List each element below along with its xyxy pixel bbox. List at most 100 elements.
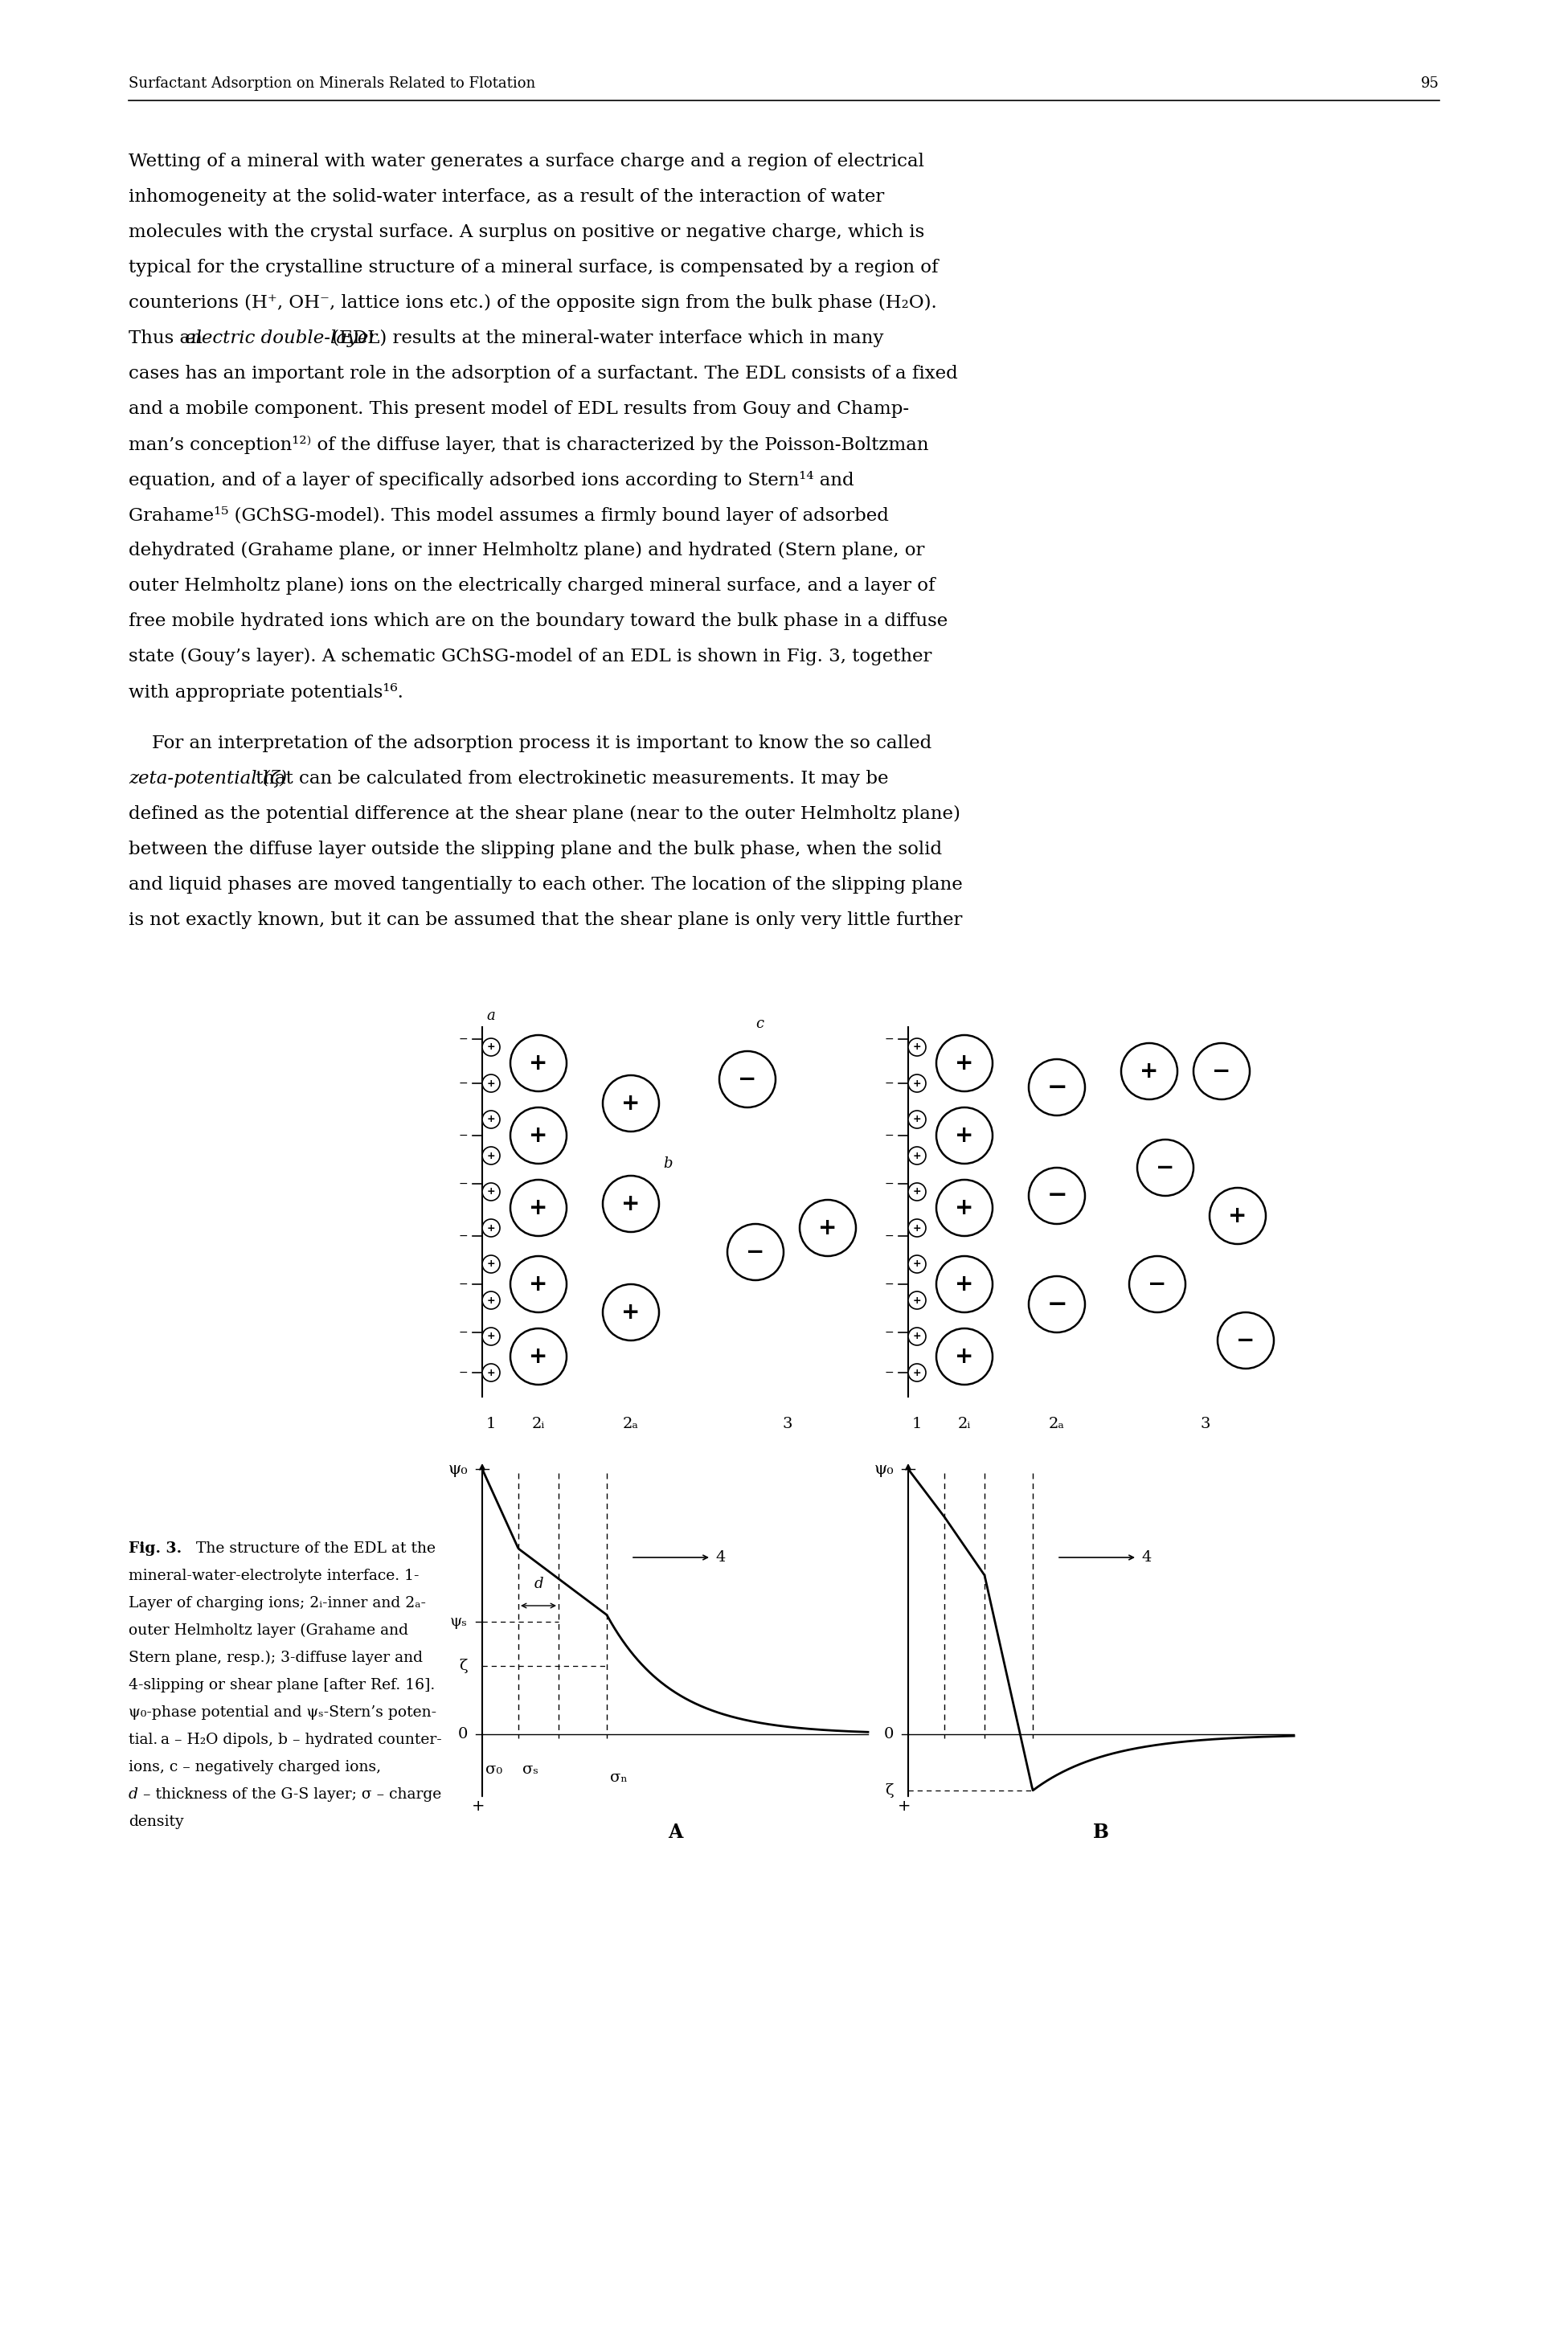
Circle shape: [602, 1285, 659, 1341]
Text: −: −: [1046, 1292, 1068, 1316]
Circle shape: [483, 1220, 500, 1236]
Circle shape: [1121, 1044, 1178, 1100]
Text: density: density: [129, 1814, 183, 1828]
Circle shape: [510, 1180, 566, 1236]
Text: Thus an: Thus an: [129, 330, 209, 346]
Text: +: +: [913, 1042, 922, 1053]
Text: ψ₀-phase potential and ψₛ-Stern’s poten-: ψ₀-phase potential and ψₛ-Stern’s poten-: [129, 1704, 436, 1721]
Text: For an interpretation of the adsorption process it is important to know the so c: For an interpretation of the adsorption …: [129, 735, 931, 751]
Text: The structure of the EDL at the: The structure of the EDL at the: [187, 1540, 436, 1557]
Text: that can be calculated from electrokinetic measurements. It may be: that can be calculated from electrokinet…: [251, 770, 889, 787]
Text: Wetting of a mineral with water generates a surface charge and a region of elect: Wetting of a mineral with water generate…: [129, 152, 924, 171]
Circle shape: [800, 1201, 856, 1257]
Circle shape: [908, 1147, 925, 1163]
Text: +: +: [955, 1124, 974, 1147]
Text: c: c: [756, 1016, 764, 1030]
Text: +: +: [528, 1051, 547, 1075]
Circle shape: [483, 1255, 500, 1274]
Text: +: +: [486, 1259, 495, 1269]
Text: σ₀: σ₀: [486, 1763, 503, 1777]
Text: +: +: [955, 1051, 974, 1075]
Circle shape: [936, 1035, 993, 1091]
Circle shape: [908, 1255, 925, 1274]
Text: −: −: [458, 1327, 467, 1339]
Text: tial. a – H₂O dipols, b – hydrated counter-: tial. a – H₂O dipols, b – hydrated count…: [129, 1732, 442, 1746]
Text: −: −: [884, 1231, 894, 1241]
Text: molecules with the crystal surface. A surplus on positive or negative charge, wh: molecules with the crystal surface. A su…: [129, 222, 925, 241]
Text: +: +: [528, 1124, 547, 1147]
Text: equation, and of a layer of specifically adsorbed ions according to Stern¹⁴ and: equation, and of a layer of specifically…: [129, 471, 855, 489]
Text: −: −: [884, 1278, 894, 1290]
Text: ζ: ζ: [886, 1784, 894, 1798]
Text: 3: 3: [1201, 1416, 1210, 1430]
Text: +: +: [818, 1217, 837, 1238]
Circle shape: [483, 1039, 500, 1056]
Text: 3: 3: [782, 1416, 793, 1430]
Text: σₛ: σₛ: [522, 1763, 538, 1777]
Text: outer Helmholtz layer (Grahame and: outer Helmholtz layer (Grahame and: [129, 1622, 408, 1639]
Circle shape: [1129, 1257, 1185, 1313]
Text: +: +: [1228, 1206, 1247, 1227]
Text: −: −: [1156, 1156, 1174, 1180]
Circle shape: [1209, 1187, 1265, 1243]
Text: −: −: [1148, 1274, 1167, 1295]
Circle shape: [483, 1182, 500, 1201]
Text: ζ: ζ: [459, 1660, 467, 1674]
Text: −: −: [1046, 1185, 1068, 1208]
Text: +: +: [621, 1093, 640, 1114]
Text: +: +: [486, 1295, 495, 1306]
Circle shape: [483, 1327, 500, 1346]
Text: −: −: [884, 1131, 894, 1140]
Text: −: −: [1237, 1330, 1254, 1351]
Text: electric double-layer: electric double-layer: [185, 330, 376, 346]
Text: Grahame¹⁵ (GChSG-model). This model assumes a firmly bound layer of adsorbed: Grahame¹⁵ (GChSG-model). This model assu…: [129, 506, 889, 524]
Text: Stern plane, resp.); 3-diffuse layer and: Stern plane, resp.); 3-diffuse layer and: [129, 1650, 423, 1664]
Text: +: +: [955, 1274, 974, 1295]
Text: and a mobile component. This present model of EDL results from Gouy and Champ-: and a mobile component. This present mod…: [129, 400, 909, 419]
Text: +: +: [913, 1149, 922, 1161]
Circle shape: [908, 1220, 925, 1236]
Circle shape: [510, 1327, 566, 1384]
Circle shape: [936, 1257, 993, 1313]
Text: mineral-water-electrolyte interface. 1-: mineral-water-electrolyte interface. 1-: [129, 1568, 419, 1583]
Circle shape: [483, 1147, 500, 1163]
Text: +: +: [913, 1295, 922, 1306]
Text: cases has an important role in the adsorption of a surfactant. The EDL consists : cases has an important role in the adsor…: [129, 365, 958, 382]
Text: −: −: [884, 1178, 894, 1189]
Text: 1: 1: [913, 1416, 922, 1430]
Text: +: +: [528, 1346, 547, 1367]
Circle shape: [510, 1257, 566, 1313]
Circle shape: [728, 1224, 784, 1281]
Text: a: a: [486, 1009, 495, 1023]
Circle shape: [1218, 1313, 1273, 1369]
Text: dehydrated (Grahame plane, or inner Helmholtz plane) and hydrated (Stern plane, : dehydrated (Grahame plane, or inner Helm…: [129, 541, 925, 559]
Circle shape: [936, 1180, 993, 1236]
Text: 0: 0: [884, 1728, 894, 1742]
Text: +: +: [913, 1259, 922, 1269]
Circle shape: [1029, 1058, 1085, 1114]
Circle shape: [908, 1039, 925, 1056]
Text: +: +: [472, 1798, 485, 1814]
Text: +: +: [486, 1079, 495, 1089]
Text: 2ₐ: 2ₐ: [1049, 1416, 1065, 1430]
Text: b: b: [663, 1156, 673, 1170]
Text: typical for the crystalline structure of a mineral surface, is compensated by a : typical for the crystalline structure of…: [129, 260, 938, 276]
Text: −: −: [458, 1278, 467, 1290]
Circle shape: [936, 1107, 993, 1163]
Text: −: −: [458, 1231, 467, 1241]
Circle shape: [908, 1075, 925, 1093]
Text: +: +: [897, 1798, 911, 1814]
Circle shape: [510, 1035, 566, 1091]
Text: +: +: [1140, 1060, 1159, 1082]
Circle shape: [510, 1107, 566, 1163]
Text: counterions (H⁺, OH⁻, lattice ions etc.) of the opposite sign from the bulk phas: counterions (H⁺, OH⁻, lattice ions etc.)…: [129, 295, 938, 311]
Text: ions, c – negatively charged ions,: ions, c – negatively charged ions,: [129, 1760, 381, 1774]
Text: is not exactly known, but it can be assumed that the shear plane is only very li: is not exactly known, but it can be assu…: [129, 911, 963, 929]
Text: 4: 4: [1142, 1550, 1151, 1564]
Text: −: −: [739, 1067, 757, 1091]
Circle shape: [908, 1327, 925, 1346]
Text: man’s conception¹²⁾ of the diffuse layer, that is characterized by the Poisson-B: man’s conception¹²⁾ of the diffuse layer…: [129, 435, 928, 454]
Text: Surfactant Adsorption on Minerals Related to Flotation: Surfactant Adsorption on Minerals Relate…: [129, 77, 535, 91]
Text: B: B: [1093, 1824, 1109, 1842]
Text: ψₛ: ψₛ: [450, 1615, 467, 1629]
